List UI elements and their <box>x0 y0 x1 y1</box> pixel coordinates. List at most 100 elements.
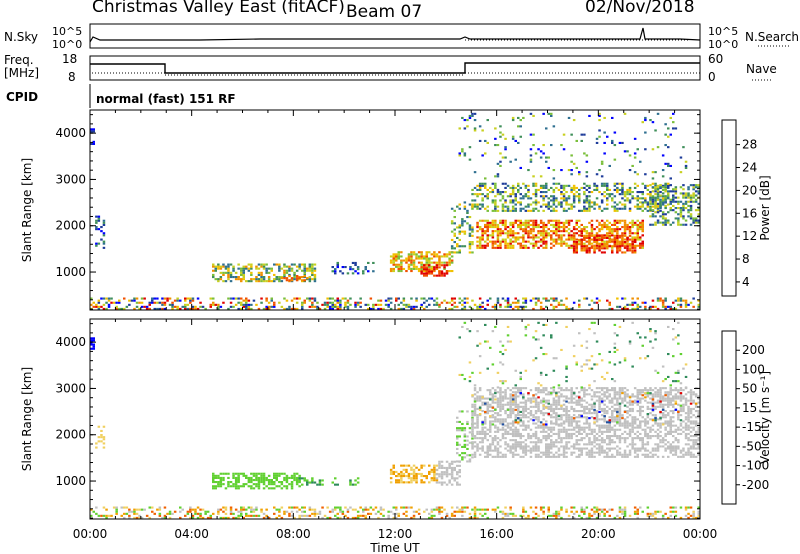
vel-cell-957 <box>539 389 543 392</box>
vel-cell-287 <box>420 464 423 467</box>
power-cell-1247 <box>534 221 538 224</box>
vel-cell-1089 <box>557 418 561 421</box>
power-cell-2183 <box>135 305 139 308</box>
power-cell-956 <box>641 201 644 204</box>
power-cell-1840 <box>674 196 678 199</box>
power-cell-978 <box>649 191 652 194</box>
power-cell-1193 <box>522 240 525 243</box>
power-cell-2099 <box>639 160 642 163</box>
vel-cell-8 <box>92 339 95 342</box>
power-cell-729 <box>547 201 550 204</box>
vel-cell-456 <box>473 453 477 456</box>
power-cell-1534 <box>621 219 624 222</box>
vel-cell-1829 <box>656 391 660 394</box>
vel-cell-1025 <box>550 430 553 433</box>
power-cell-837 <box>588 191 591 194</box>
power-cell-2106 <box>649 119 652 122</box>
vel-cell-1429 <box>603 418 606 421</box>
vel-cell-1276 <box>583 422 586 425</box>
power-cell-1803 <box>664 207 667 210</box>
power-cell-190 <box>295 265 299 268</box>
vel-cell-943 <box>537 389 540 392</box>
power-cell-784 <box>567 195 571 198</box>
vel-cell-1531 <box>616 416 619 419</box>
vel-cell-2214 <box>646 392 650 395</box>
power-cell-1738 <box>633 251 637 254</box>
vel-cell-1684 <box>636 397 639 400</box>
power-cell-2600 <box>608 303 611 306</box>
power-cell-1308 <box>555 242 558 245</box>
vel-cell-2000 <box>682 449 685 452</box>
vel-cell-963 <box>542 428 545 431</box>
vel-cell-1820 <box>656 428 660 431</box>
power-cell-55 <box>224 271 228 274</box>
vel-cell-1433 <box>603 407 606 410</box>
vel-cell-1388 <box>598 424 601 427</box>
power-cell-1138 <box>504 221 507 224</box>
power-cell-478 <box>450 207 454 210</box>
power-cell-1391 <box>578 219 581 222</box>
power-cell-2473 <box>443 299 446 302</box>
vel-cell-1707 <box>639 391 642 394</box>
vel-cell-1722 <box>641 391 644 394</box>
vel-cell-1213 <box>575 455 578 458</box>
power-cell-1979 <box>499 152 502 155</box>
power-cell-349 <box>417 270 421 273</box>
power-cell-93 <box>242 267 245 270</box>
power-cell-2622 <box>636 303 639 306</box>
vel-cell-1981 <box>679 455 683 458</box>
power-cell-635 <box>509 186 512 189</box>
vel-cell-5 <box>92 347 95 350</box>
vel-cell-711 <box>509 439 512 442</box>
power-cell-2379 <box>336 301 339 304</box>
power-cell-1676 <box>603 251 606 254</box>
power-cell-2229 <box>176 299 179 302</box>
power-cell-900 <box>618 201 622 204</box>
power-cell-2506 <box>481 305 484 308</box>
vel-cell-477 <box>476 445 479 448</box>
vel-cell-450 <box>471 414 474 417</box>
power-cell-1488 <box>608 236 611 239</box>
vel-cell-897 <box>532 397 535 400</box>
power-cell-2599 <box>608 307 611 310</box>
power-cell-1867 <box>682 207 685 210</box>
power-cell-1184 <box>519 242 522 245</box>
power-cell-1483 <box>606 223 609 226</box>
vel-cell-1332 <box>590 430 594 433</box>
power-cell-2225 <box>173 305 177 308</box>
vel-cell-1515 <box>613 397 617 400</box>
power-cell-2651 <box>672 301 675 304</box>
vel-cell-233 <box>395 475 398 478</box>
power-cell-1824 <box>669 198 672 201</box>
power-cell-1623 <box>578 238 581 241</box>
vel-cell-684 <box>504 412 507 415</box>
vel-cell-2029 <box>684 393 688 396</box>
power-cell-1224 <box>529 230 533 233</box>
vel-cell-425 <box>468 431 472 434</box>
vel-cell-1126 <box>562 426 566 429</box>
power-cell-2554 <box>534 297 538 300</box>
power-cell-1750 <box>649 196 652 199</box>
vel-cell-1188 <box>570 405 573 408</box>
vel-cell-104 <box>255 483 258 486</box>
power-cell-1150 <box>509 242 512 245</box>
vel-cell-1242 <box>578 420 581 423</box>
vel-cell-610 <box>494 395 497 398</box>
power-cell-2066 <box>598 129 601 132</box>
vel-cell-1314 <box>588 428 591 431</box>
vel-cell-993 <box>545 401 548 404</box>
power-cell-2001 <box>519 125 522 128</box>
vel-cell-1946 <box>672 389 675 392</box>
power-cell-2633 <box>654 305 657 308</box>
vel-cell-717 <box>509 414 512 417</box>
vel-cell-57 <box>227 472 230 475</box>
vel-cell-1678 <box>636 426 639 429</box>
vel-cell-1963 <box>677 455 680 458</box>
vel-cell-1978 <box>677 395 680 398</box>
vel-cell-379 <box>456 443 459 446</box>
vel-cell-2201 <box>618 402 622 405</box>
power-cell-1906 <box>692 219 695 222</box>
power-cell-1395 <box>580 238 583 241</box>
power-cell-305 <box>397 253 400 256</box>
vel-cell-2034 <box>687 447 690 450</box>
